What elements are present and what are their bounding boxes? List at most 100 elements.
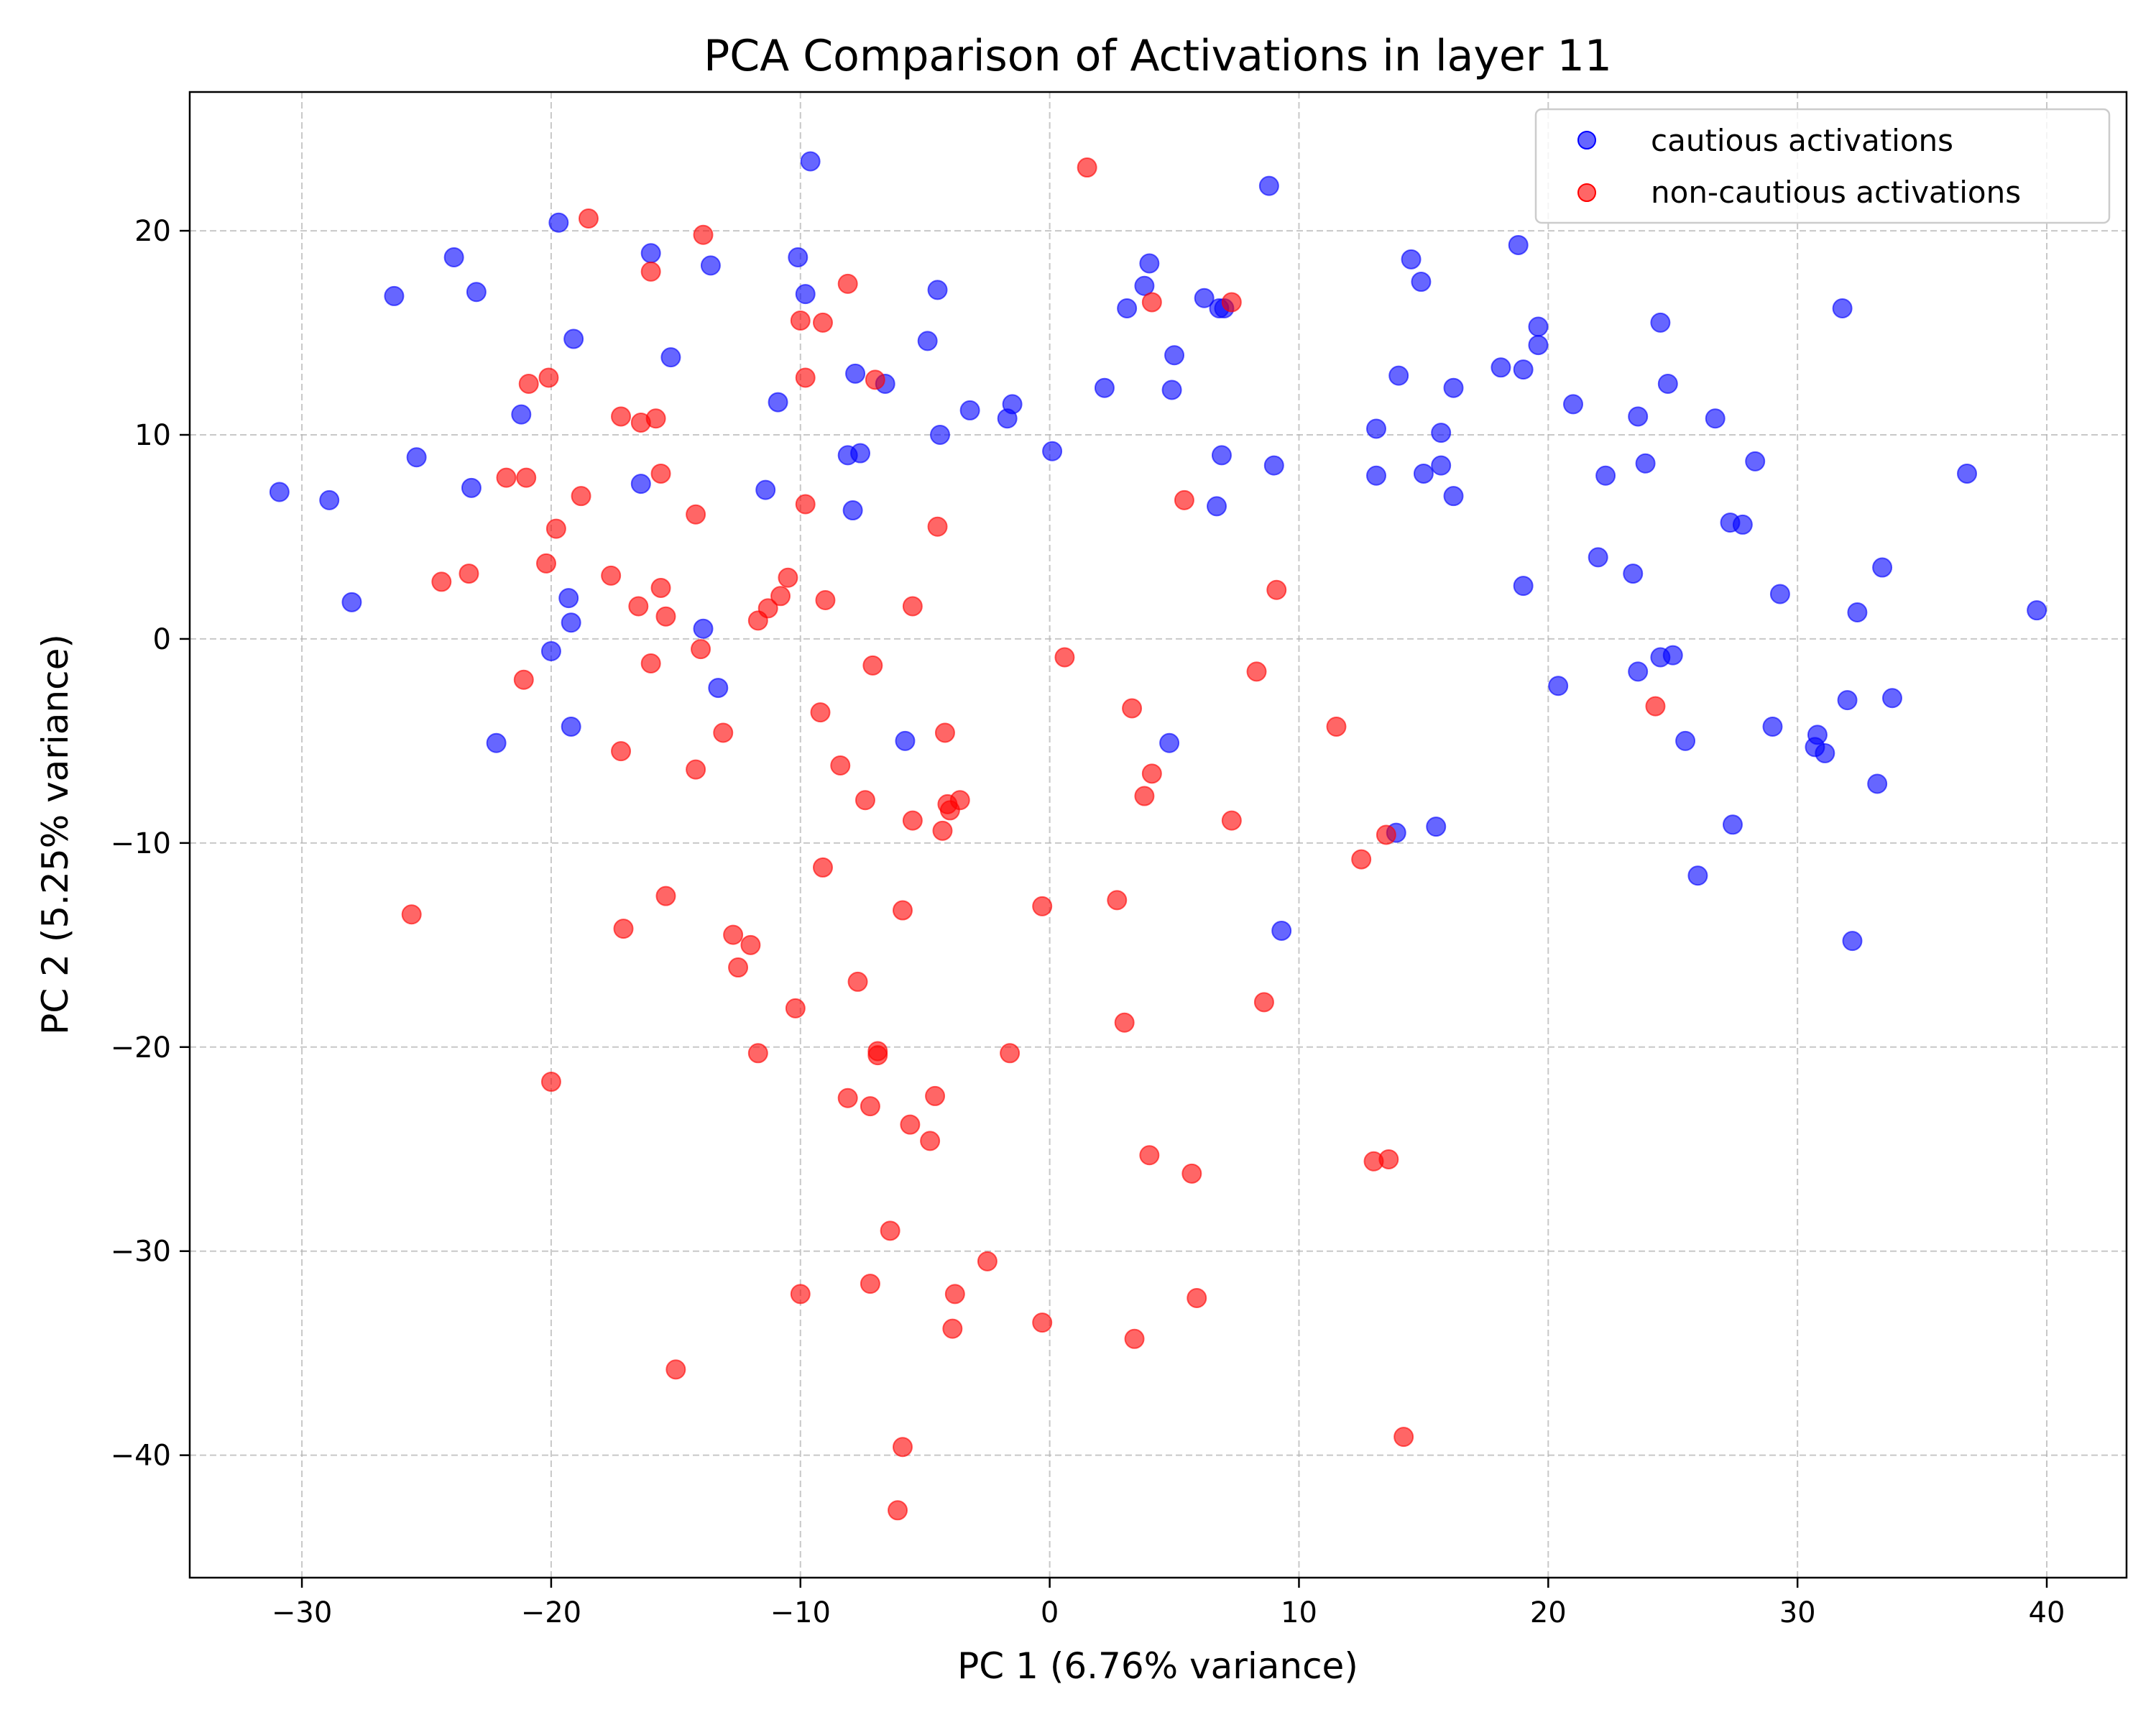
non-cautious-point xyxy=(977,1251,998,1271)
non-cautious-point xyxy=(728,957,749,978)
cautious-point xyxy=(795,284,816,305)
cautious-point xyxy=(1650,312,1671,333)
non-cautious-point xyxy=(902,810,923,831)
non-cautious-point xyxy=(686,759,706,780)
x-tick-label: 0 xyxy=(1041,1596,1059,1629)
non-cautious-point xyxy=(545,518,566,539)
non-cautious-point xyxy=(785,998,806,1018)
non-cautious-point xyxy=(770,586,791,607)
non-cautious-point xyxy=(1326,717,1347,737)
non-cautious-point xyxy=(778,567,798,588)
non-cautious-point xyxy=(645,408,666,429)
non-cautious-point xyxy=(942,1318,963,1339)
non-cautious-point xyxy=(686,504,706,525)
x-tick-label: 30 xyxy=(1779,1596,1816,1629)
cautious-point xyxy=(384,285,405,306)
non-cautious-point xyxy=(535,553,556,574)
y-tick-label: 20 xyxy=(134,215,171,248)
non-cautious-point xyxy=(459,564,479,584)
cautious-point xyxy=(1705,408,1726,429)
cautious-point xyxy=(1732,514,1753,535)
non-cautious-point xyxy=(1122,698,1143,719)
cautious-point xyxy=(845,363,866,384)
legend-label-non-cautious: non-cautious activations xyxy=(1651,175,2021,210)
cautious-point xyxy=(1528,316,1549,337)
non-cautious-point xyxy=(1376,824,1396,845)
cautious-point xyxy=(2027,600,2047,621)
non-cautious-point xyxy=(693,224,714,245)
non-cautious-point xyxy=(1124,1328,1145,1349)
non-cautious-point xyxy=(892,1437,913,1458)
non-cautious-point xyxy=(1221,810,1242,831)
cautious-point xyxy=(1635,453,1656,474)
cautious-point xyxy=(561,612,581,633)
cautious-point xyxy=(548,212,569,233)
cautious-point xyxy=(708,678,729,699)
non-cautious-point xyxy=(837,1087,858,1108)
non-cautious-point xyxy=(880,1220,900,1241)
cautious-point xyxy=(693,618,714,639)
y-tick-label: 10 xyxy=(134,419,171,452)
non-cautious-point xyxy=(578,208,599,229)
y-tick-label: −10 xyxy=(111,827,171,860)
non-cautious-point xyxy=(1645,696,1666,717)
non-cautious-point xyxy=(628,596,649,617)
non-cautious-point xyxy=(1253,992,1274,1013)
non-cautious-point xyxy=(1187,1288,1207,1309)
cautious-point xyxy=(466,282,487,303)
non-cautious-point xyxy=(860,1274,880,1294)
cautious-point xyxy=(850,443,871,464)
non-cautious-point xyxy=(1114,1012,1135,1033)
non-cautious-point xyxy=(944,1284,965,1305)
non-cautious-point xyxy=(1032,1312,1053,1333)
non-cautious-point xyxy=(860,1096,880,1117)
x-tick-label: −10 xyxy=(770,1596,831,1629)
cautious-point xyxy=(1769,584,1790,604)
non-cautious-point xyxy=(1134,786,1155,806)
cautious-point xyxy=(1211,445,1232,466)
non-cautious-point xyxy=(812,312,833,333)
cautious-point xyxy=(895,730,916,751)
cautious-point xyxy=(1675,730,1696,751)
non-cautious-point xyxy=(854,790,875,811)
non-cautious-point xyxy=(790,1284,811,1305)
non-cautious-point xyxy=(650,463,671,484)
non-cautious-point xyxy=(1141,292,1162,313)
cautious-point xyxy=(1807,724,1828,745)
non-cautious-point xyxy=(790,310,811,331)
cautious-point xyxy=(700,255,721,276)
cautious-point xyxy=(561,717,581,737)
cautious-point xyxy=(1413,463,1434,484)
non-cautious-point xyxy=(892,900,913,921)
plot-area xyxy=(190,92,2127,1578)
cautious-point xyxy=(1832,298,1853,318)
cautious-point xyxy=(842,500,863,521)
cautious-point xyxy=(917,331,938,351)
chart-title: PCA Comparison of Activations in layer 1… xyxy=(704,31,1612,81)
cautious-point xyxy=(1042,441,1063,461)
non-cautious-point xyxy=(1181,1163,1202,1184)
cautious-point xyxy=(768,392,788,413)
non-cautious-point xyxy=(740,934,761,955)
non-cautious-point xyxy=(949,790,970,811)
non-cautious-point xyxy=(1077,157,1097,178)
cautious-point xyxy=(1426,816,1447,837)
cautious-point xyxy=(1258,175,1279,196)
cautious-point xyxy=(927,280,948,300)
non-cautious-point xyxy=(830,755,851,776)
cautious-point xyxy=(1842,931,1863,952)
non-cautious-point xyxy=(810,702,831,723)
non-cautious-point xyxy=(650,577,671,598)
cautious-point xyxy=(1623,564,1644,584)
legend-box xyxy=(1534,108,2111,224)
cautious-point xyxy=(341,592,362,612)
non-cautious-point xyxy=(920,1131,941,1151)
cautious-point xyxy=(1837,690,1858,711)
cautious-point xyxy=(1628,406,1649,427)
cautious-point xyxy=(1194,288,1215,308)
cautious-point xyxy=(1881,688,1902,709)
cautious-point xyxy=(1662,645,1683,666)
non-cautious-point xyxy=(888,1500,908,1521)
non-cautious-point xyxy=(1378,1149,1399,1169)
